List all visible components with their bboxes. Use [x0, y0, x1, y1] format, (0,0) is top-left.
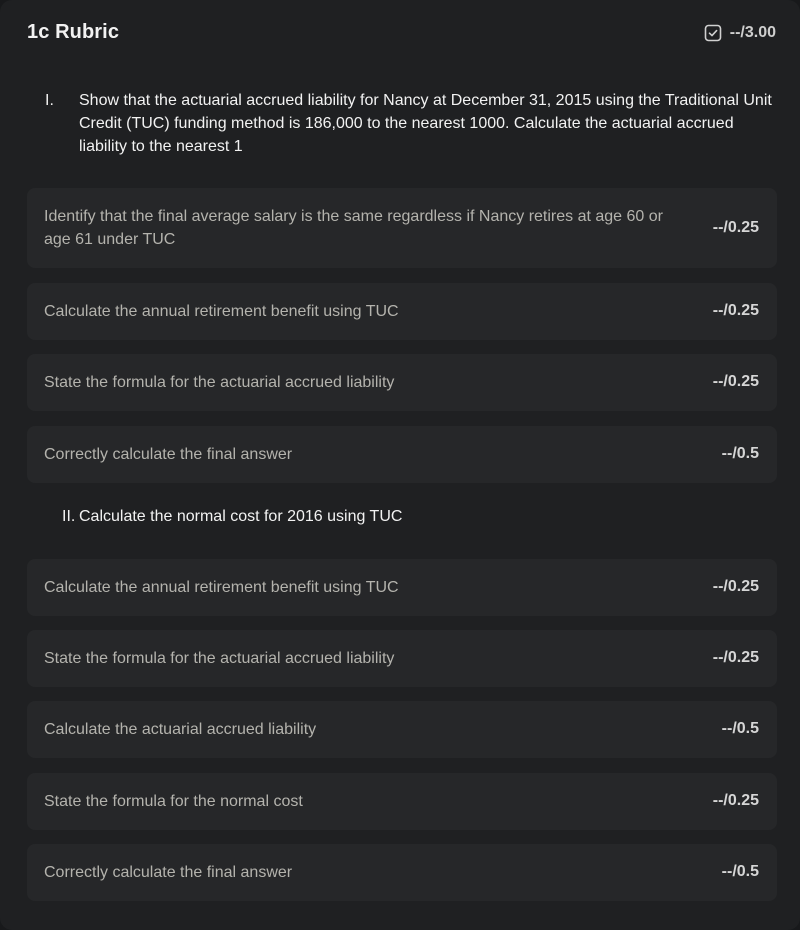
- rubric-item-score: --/0.25: [712, 578, 759, 595]
- rubric-item-score: --/0.5: [721, 445, 759, 462]
- rubric-item-text: Correctly calculate the final answer: [44, 864, 293, 881]
- rubric-item[interactable]: State the formula for the normal cost --…: [27, 773, 777, 830]
- rubric-item-text: State the formula for the actuarial accr…: [44, 374, 395, 391]
- rubric-item[interactable]: Calculate the annual retirement benefit …: [27, 283, 777, 340]
- rubric-item-text: Calculate the actuarial accrued liabilit…: [44, 721, 317, 738]
- rubric-item-text: State the formula for the actuarial accr…: [44, 650, 395, 667]
- rubric-item-score: --/0.25: [712, 649, 759, 666]
- section-number: I.: [45, 92, 54, 109]
- section-number: II.: [62, 508, 76, 525]
- rubric-header: 1c Rubric --/3.00: [0, 0, 800, 66]
- rubric-item-score: --/0.25: [712, 373, 759, 390]
- section-text: Show that the actuarial accrued liabilit…: [79, 92, 772, 155]
- rubric-item-score: --/0.25: [712, 219, 759, 236]
- rubric-item-text: State the formula for the normal cost: [44, 793, 303, 810]
- rubric-item-score: --/0.5: [721, 720, 759, 737]
- rubric-item-text: Calculate the annual retirement benefit …: [44, 579, 399, 596]
- checkbox-icon[interactable]: [704, 24, 722, 42]
- rubric-item[interactable]: Identify that the final average salary i…: [27, 188, 777, 268]
- rubric-title: 1c Rubric: [27, 21, 120, 43]
- rubric-item-text: Correctly calculate the final answer: [44, 446, 293, 463]
- rubric-item[interactable]: State the formula for the actuarial accr…: [27, 630, 777, 687]
- rubric-item-text: Identify that the final average salary i…: [44, 208, 663, 248]
- rubric-item[interactable]: Correctly calculate the final answer --/…: [27, 844, 777, 901]
- rubric-item-score: --/0.25: [712, 792, 759, 809]
- rubric-item-score: --/0.5: [721, 863, 759, 880]
- rubric-item-text: Calculate the annual retirement benefit …: [44, 303, 399, 320]
- rubric-item-score: --/0.25: [712, 302, 759, 319]
- total-score-group: --/3.00: [704, 24, 776, 42]
- rubric-item[interactable]: State the formula for the actuarial accr…: [27, 354, 777, 411]
- total-score: --/3.00: [729, 24, 776, 41]
- rubric-item[interactable]: Calculate the annual retirement benefit …: [27, 559, 777, 616]
- section-text: Calculate the normal cost for 2016 using…: [79, 508, 403, 525]
- rubric-item[interactable]: Calculate the actuarial accrued liabilit…: [27, 701, 777, 758]
- section-heading-2: II. Calculate the normal cost for 2016 us…: [62, 505, 762, 528]
- section-heading-1: I. Show that the actuarial accrued liabil…: [45, 89, 779, 158]
- rubric-item[interactable]: Correctly calculate the final answer --/…: [27, 426, 777, 483]
